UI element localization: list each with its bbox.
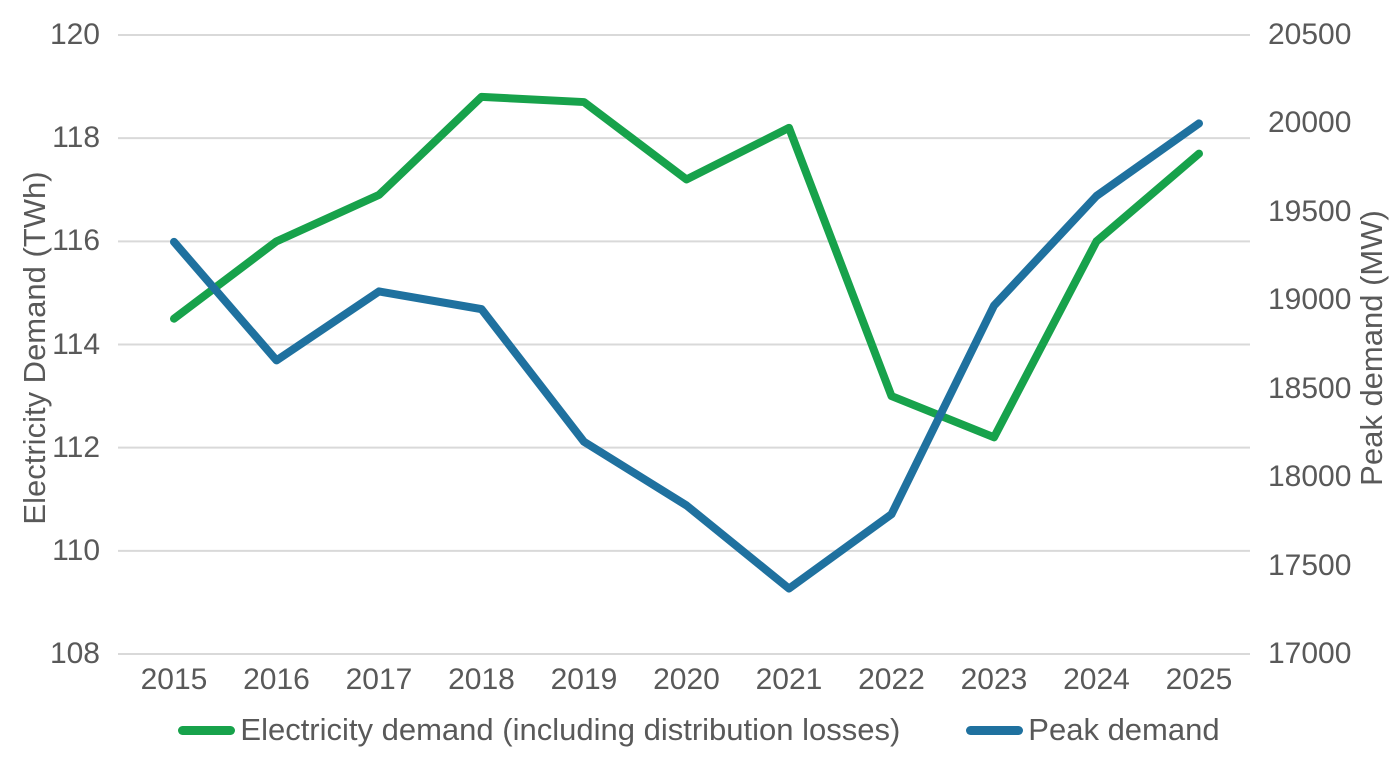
x-axis-tick-label: 2022 bbox=[858, 663, 925, 696]
x-axis-tick-label: 2015 bbox=[140, 663, 208, 696]
left-axis-tick-label: 114 bbox=[52, 327, 100, 361]
legend-label: Electricity demand (including distributi… bbox=[240, 712, 901, 747]
right-axis-tick-label: 18500 bbox=[1268, 371, 1352, 405]
left-axis-tick-label: 110 bbox=[52, 533, 100, 567]
x-axis-tick-label: 2023 bbox=[960, 663, 1028, 696]
legend-swatch-icon bbox=[178, 725, 236, 735]
legend-item-peak-demand: Peak demand bbox=[966, 712, 1220, 748]
left-axis-tick-label: 116 bbox=[52, 224, 100, 258]
right-axis-tick-label: 20500 bbox=[1268, 18, 1352, 51]
right-axis-tick-label: 17000 bbox=[1268, 637, 1352, 670]
x-axis-tick-label: 2018 bbox=[448, 663, 515, 696]
series-line-electricity-demand bbox=[170, 92, 1203, 442]
left-axis-tick-label: 108 bbox=[49, 637, 100, 670]
x-axis-tick-label: 2019 bbox=[550, 663, 618, 696]
right-axis-tick-label: 18000 bbox=[1268, 460, 1352, 494]
right-axis-title: Peak demand (MW) bbox=[1354, 210, 1389, 486]
x-axis-tick-label: 2024 bbox=[1063, 663, 1130, 696]
legend-label: Peak demand bbox=[1028, 712, 1220, 747]
x-axis-tick-label: 2017 bbox=[345, 663, 413, 696]
x-axis-tick-label: 2025 bbox=[1165, 663, 1233, 696]
right-axis-tick-label: 20000 bbox=[1268, 106, 1352, 140]
right-axis-tick-label: 17500 bbox=[1268, 548, 1352, 582]
series-line-peak-demand bbox=[170, 119, 1203, 593]
x-axis-tick-label: 2020 bbox=[653, 663, 720, 696]
legend: Electricity demand (including distributi… bbox=[0, 712, 1398, 748]
left-axis-tick-label: 120 bbox=[49, 18, 100, 51]
left-axis-tick-label: 118 bbox=[52, 121, 100, 155]
right-axis-tick-label: 19500 bbox=[1268, 194, 1352, 228]
legend-swatch-icon bbox=[966, 725, 1024, 735]
legend-item-electricity-demand: Electricity demand (including distributi… bbox=[178, 712, 900, 748]
x-axis-tick-label: 2021 bbox=[755, 663, 823, 696]
x-axis-tick-label: 2016 bbox=[243, 663, 310, 696]
right-axis-tick-label: 19000 bbox=[1268, 283, 1352, 317]
left-axis-tick-label: 112 bbox=[52, 430, 100, 464]
